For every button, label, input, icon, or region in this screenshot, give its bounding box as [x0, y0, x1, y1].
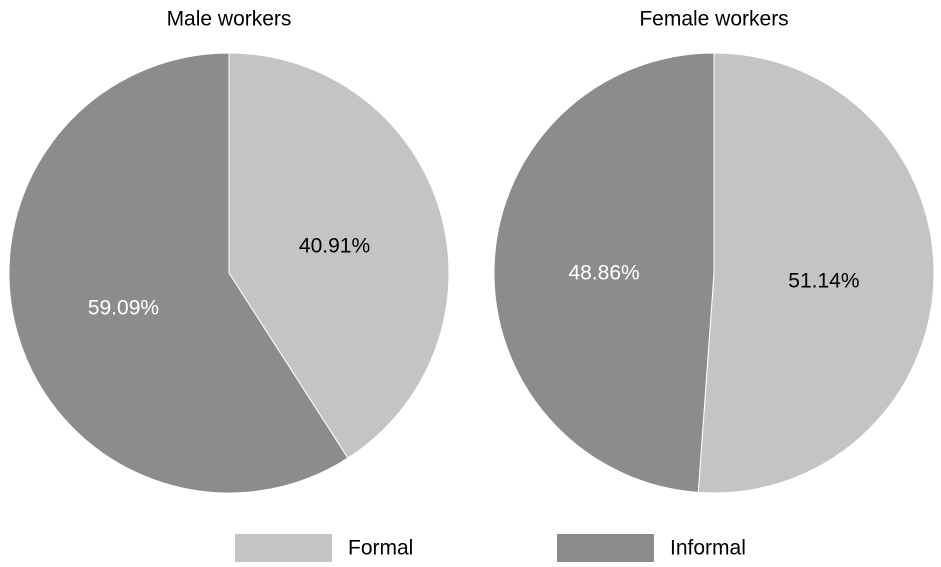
legend-label: Informal	[670, 537, 746, 560]
pie-slice	[228, 52, 450, 459]
legend-label: Formal	[348, 537, 413, 560]
data-label: 40.91%	[299, 235, 370, 258]
legend-swatch	[235, 534, 332, 562]
chart-title: Male workers	[167, 8, 292, 31]
data-label: 48.86%	[568, 262, 639, 285]
pie-slice	[697, 52, 935, 494]
data-label: 51.14%	[788, 269, 859, 292]
legend-swatch	[557, 534, 654, 562]
chart-title: Female workers	[639, 8, 788, 31]
data-label: 59.09%	[88, 297, 159, 320]
pie-slice	[8, 52, 349, 494]
pie-slice	[493, 52, 715, 493]
